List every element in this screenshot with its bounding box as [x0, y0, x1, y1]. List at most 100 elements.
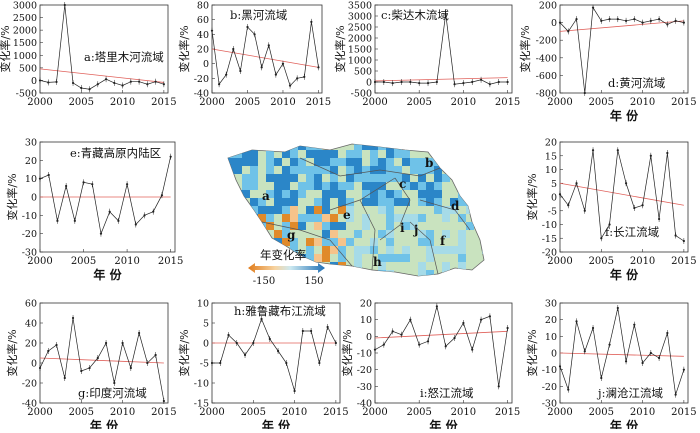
- data-point: [666, 151, 669, 155]
- y-tick-label: -600: [536, 71, 557, 82]
- map-cell: [418, 198, 426, 206]
- legend-title: 年变化率: [260, 248, 306, 262]
- map-cell: [466, 144, 474, 150]
- map-cell: [250, 222, 258, 230]
- x-tick-label: 2005: [589, 256, 614, 267]
- map-cell: [354, 230, 362, 238]
- y-tick-label: 0: [366, 332, 372, 343]
- panel-title: b:黑河流域: [230, 8, 288, 22]
- legend-min-label: -150: [253, 276, 275, 287]
- x-tick-label: 2015: [158, 256, 183, 267]
- map-cell: [402, 150, 410, 158]
- map-cell: [418, 230, 426, 238]
- data-point: [296, 77, 299, 80]
- data-point: [56, 219, 59, 222]
- data-point: [444, 12, 447, 15]
- map-cell: [266, 174, 274, 182]
- map-cell: [354, 144, 362, 150]
- basin-boundary: [329, 177, 396, 211]
- map-cell: [434, 206, 442, 214]
- map-cell: [442, 150, 450, 158]
- data-point: [418, 343, 421, 346]
- x-tick-label: 2000: [547, 256, 572, 267]
- data-point: [633, 206, 636, 210]
- map-cell: [338, 222, 346, 230]
- map-cell: [426, 278, 434, 286]
- map-cell: [274, 182, 282, 190]
- color-legend: 年变化率 -150 150: [248, 248, 325, 287]
- map-cell: [394, 198, 402, 206]
- map-cell: [298, 222, 306, 230]
- map-cell: [466, 222, 474, 230]
- map-cell: [362, 144, 370, 150]
- data-point: [583, 350, 586, 353]
- data-point: [137, 80, 141, 83]
- map-cell: [474, 174, 482, 182]
- series-line: [559, 6, 684, 94]
- y-tick-label: -500: [351, 89, 372, 100]
- map-cell: [346, 182, 354, 190]
- map-cell: [234, 230, 242, 238]
- map-cell: [250, 150, 258, 158]
- x-tick-label: 2000: [362, 97, 387, 108]
- map-cell: [418, 158, 426, 166]
- map-cell: [362, 214, 370, 222]
- panel-title: c:柴达木流域: [381, 8, 449, 22]
- data-point: [134, 223, 137, 226]
- trend-line: [559, 182, 684, 206]
- x-tick-label: 2010: [451, 97, 476, 108]
- series-line: [212, 318, 337, 392]
- map-cell: [426, 166, 434, 174]
- x-tick-label: 2005: [406, 97, 431, 108]
- data-point: [391, 330, 394, 333]
- data-point: [657, 356, 661, 360]
- map-cell: [330, 182, 338, 190]
- y-axis-label: 变化率/%: [333, 25, 347, 72]
- map-cell: [234, 150, 242, 158]
- map-cell: [482, 278, 490, 286]
- y-tick-label: 5: [551, 179, 557, 190]
- map-cell: [234, 166, 242, 174]
- basin-boundary: [359, 199, 376, 271]
- map-cell: [346, 206, 354, 214]
- map-cell: [314, 198, 322, 206]
- map-cell: [306, 150, 314, 158]
- data-point: [583, 91, 586, 95]
- map-cell: [458, 214, 466, 222]
- y-tick-label: 0: [203, 59, 209, 70]
- data-point: [285, 361, 288, 365]
- y-tick-label: 1000: [13, 51, 37, 62]
- map-cell: [426, 238, 434, 246]
- map-cell: [250, 158, 258, 166]
- map-cell: [322, 150, 330, 158]
- map-cell: [322, 254, 330, 262]
- map-cell: [482, 222, 484, 230]
- data-point: [88, 366, 91, 370]
- data-point: [624, 19, 628, 22]
- map-cell: [362, 174, 370, 182]
- y-tick-label: -10: [194, 379, 209, 390]
- map-cell: [410, 158, 418, 166]
- map-cell: [370, 158, 378, 166]
- x-tick-label: 2015: [323, 407, 348, 418]
- map-cell: [426, 158, 434, 166]
- map-cell: [314, 158, 322, 166]
- map-cell: [410, 144, 418, 150]
- data-point: [73, 219, 76, 222]
- map-cell: [378, 144, 386, 150]
- panel-j: -30 -20 -10 0 10 20 30 2000 2005 2010 2015 变化率/% 年 份…: [525, 299, 697, 433]
- panel-i: -40 -30 -20 -10 0 10 20 2000 2005 2010 2015 变化率/% 年 …: [340, 299, 520, 433]
- y-tick-label: 40: [25, 319, 37, 330]
- panel-title: a:塔里木河流域: [84, 50, 164, 64]
- map-cell: [266, 166, 274, 174]
- x-tick-label: 2000: [547, 97, 572, 108]
- map-cell: [362, 246, 370, 254]
- y-tick-label: 500: [354, 67, 372, 78]
- y-tick-label: 20: [25, 156, 37, 167]
- map-cell: [228, 158, 234, 166]
- series-line: [374, 306, 508, 387]
- map-cell: [386, 190, 394, 198]
- x-axis-label: 年 份: [262, 418, 291, 429]
- map-cell: [394, 278, 402, 286]
- map-cell: [306, 206, 314, 214]
